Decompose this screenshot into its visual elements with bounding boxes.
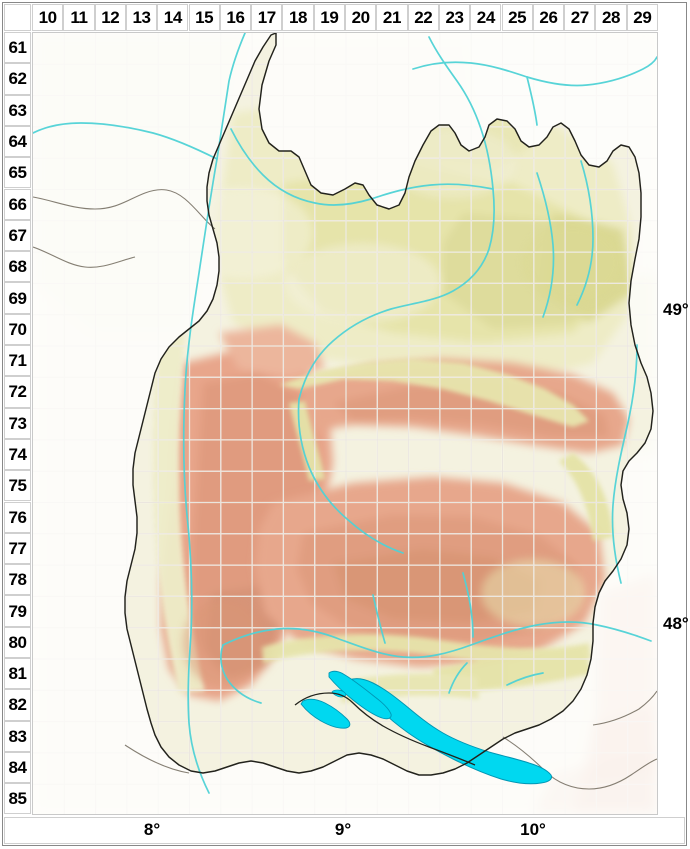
longitude-label-10deg: 10° — [520, 820, 546, 839]
grid-column-label-15: 15 — [188, 4, 220, 31]
grid-column-label-26: 26 — [532, 4, 565, 31]
grid-column-label-29: 29 — [626, 4, 658, 31]
grid-column-label-12: 12 — [94, 4, 126, 31]
grid-column-label-17: 17 — [251, 4, 283, 31]
grid-column-label-20: 20 — [345, 4, 377, 31]
grid-row-label-76: 76 — [4, 501, 31, 533]
bodensee-lake — [300, 670, 552, 785]
grid-row-label-70: 70 — [4, 313, 31, 345]
neighbour-borders — [33, 189, 657, 790]
grid-row-label-71: 71 — [4, 345, 31, 377]
grid-column-label-28: 28 — [595, 4, 627, 31]
grid-row-label-73: 73 — [4, 407, 31, 439]
topographic-map — [33, 33, 657, 814]
outside-state-mask — [33, 33, 657, 814]
bottom-ruler-strip — [4, 817, 685, 844]
grid-row-label-64: 64 — [4, 125, 31, 158]
grid-column-label-13: 13 — [125, 4, 158, 31]
grid-column-label-11: 11 — [63, 4, 95, 31]
state-border-lake-section — [294, 692, 476, 766]
grid-row-label-82: 82 — [4, 689, 31, 721]
grid-row-label-61: 61 — [4, 32, 31, 64]
latitude-label-48deg: 48° — [663, 614, 689, 633]
grid-row-label-68: 68 — [4, 251, 31, 283]
grid-column-label-23: 23 — [438, 4, 471, 31]
grid-row-label-65: 65 — [4, 157, 31, 189]
grid-column-label-22: 22 — [407, 4, 439, 31]
grid-column-label-19: 19 — [313, 4, 345, 31]
grid-row-label-74: 74 — [4, 438, 31, 471]
grid-column-label-21: 21 — [376, 4, 408, 31]
grid-column-label-25: 25 — [501, 4, 533, 31]
grid-row-label-85: 85 — [4, 783, 31, 815]
grid-column-label-27: 27 — [564, 4, 596, 31]
grid-row-label-81: 81 — [4, 658, 31, 690]
grid-column-label-14: 14 — [157, 4, 189, 31]
grid-row-label-63: 63 — [4, 94, 31, 126]
longitude-label-8deg: 8° — [143, 820, 161, 839]
grid-row-label-67: 67 — [4, 219, 31, 252]
state-border — [124, 33, 654, 776]
grid-row-label-69: 69 — [4, 282, 31, 314]
grid-row-label-77: 77 — [4, 532, 31, 565]
grid-row-label-83: 83 — [4, 720, 31, 752]
grid-row-label-66: 66 — [4, 188, 31, 220]
map-viewport[interactable] — [32, 32, 658, 815]
grid-row-label-62: 62 — [4, 63, 31, 95]
ruler-corner-box — [4, 4, 31, 31]
grid-row-label-72: 72 — [4, 376, 31, 408]
river-network — [33, 33, 657, 794]
grid-column-label-18: 18 — [282, 4, 314, 31]
grid-column-label-24: 24 — [470, 4, 502, 31]
longitude-label-9deg: 9° — [334, 820, 352, 839]
grid-column-label-16: 16 — [219, 4, 252, 31]
grid-row-label-78: 78 — [4, 564, 31, 596]
grid-column-label-10: 10 — [32, 4, 64, 31]
grid-row-label-84: 84 — [4, 751, 31, 784]
grid-row-label-75: 75 — [4, 470, 31, 502]
grid-row-label-80: 80 — [4, 626, 31, 658]
grid-row-label-79: 79 — [4, 595, 31, 627]
latitude-label-49deg: 49° — [663, 300, 689, 319]
